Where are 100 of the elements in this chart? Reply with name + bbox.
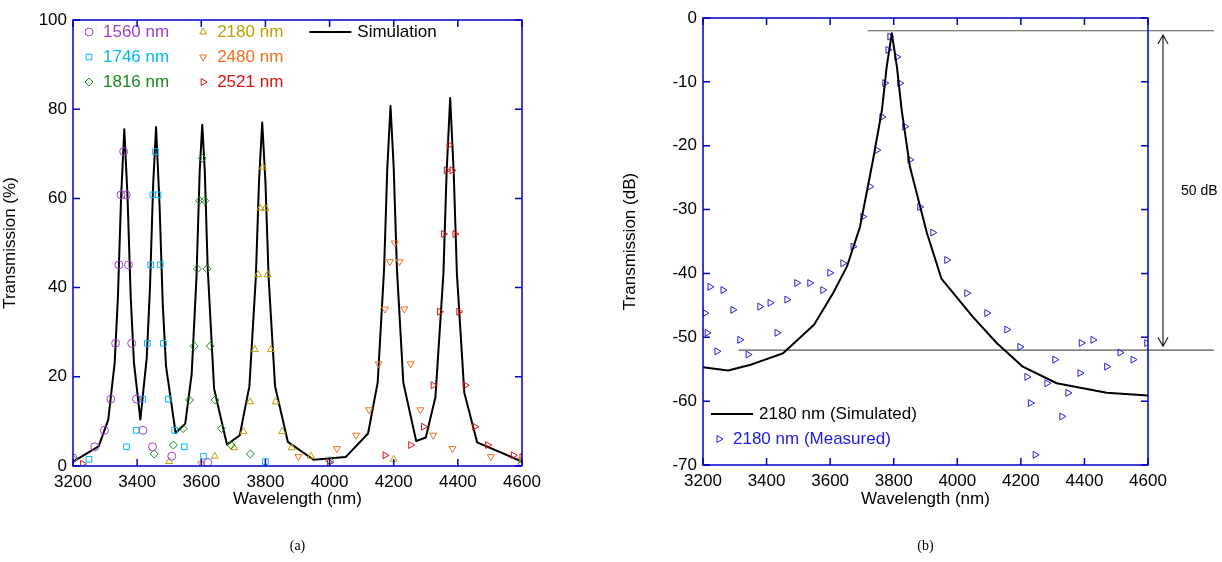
text: (b) (917, 538, 934, 554)
legend-label: 1746 nm (103, 46, 170, 66)
y-tick-label: -50 (672, 326, 697, 346)
point (154, 191, 162, 199)
x-tick-label: 4400 (1065, 470, 1104, 490)
point (205, 341, 215, 351)
point (127, 338, 137, 348)
point (737, 335, 745, 344)
point (152, 148, 159, 155)
point (200, 196, 210, 206)
point (902, 122, 910, 131)
point (278, 427, 287, 435)
point (287, 443, 296, 451)
point (200, 452, 207, 460)
legend-label: 1560 nm (103, 21, 170, 41)
point (1117, 348, 1125, 357)
point (374, 361, 383, 369)
point (784, 295, 792, 304)
point (406, 361, 415, 369)
point (171, 426, 178, 434)
point (1044, 379, 1052, 388)
point (964, 289, 972, 298)
point (1059, 412, 1067, 421)
point (246, 397, 254, 405)
point (85, 455, 93, 463)
point (850, 242, 858, 251)
x-tick-label: 3800 (874, 470, 913, 490)
point (757, 302, 765, 311)
point (462, 381, 470, 390)
point (189, 341, 199, 351)
point (332, 446, 341, 454)
legend-label: 2480 nm (217, 46, 284, 66)
y-axis-title: Transmission (dB) (619, 172, 639, 311)
point (510, 451, 518, 460)
point (416, 407, 425, 415)
y-tick-label: -10 (672, 71, 697, 91)
point (1077, 369, 1085, 378)
point (203, 457, 213, 466)
point (258, 162, 267, 170)
point (167, 451, 177, 461)
point (730, 305, 738, 314)
point (381, 306, 390, 314)
point (352, 432, 361, 440)
point (210, 395, 220, 405)
point (148, 442, 158, 452)
x-tick-label: 4400 (438, 471, 477, 491)
point (261, 203, 270, 211)
point (164, 395, 172, 403)
point (907, 155, 915, 164)
point (720, 286, 728, 294)
point (239, 427, 248, 435)
y-tick-label: -60 (672, 390, 697, 410)
point (885, 45, 893, 54)
point (1004, 325, 1012, 334)
legend-label: 2180 nm (Measured) (733, 428, 891, 448)
point (440, 230, 448, 239)
point (917, 203, 925, 211)
point (984, 309, 992, 317)
point (448, 446, 457, 454)
point (704, 328, 712, 337)
legend-label: 2180 nm (217, 21, 284, 41)
x-tick-label: 3400 (747, 470, 786, 490)
point (486, 454, 495, 462)
point (860, 212, 868, 221)
point (111, 338, 121, 348)
point (437, 307, 445, 316)
point (178, 424, 188, 434)
point (430, 381, 438, 390)
y-tick-label: 80 (48, 98, 67, 118)
point (456, 307, 464, 316)
point (123, 260, 133, 270)
x-tick-label: 4000 (310, 471, 349, 491)
point (250, 345, 259, 353)
point (271, 397, 280, 405)
legend-label: 1816 nm (103, 71, 170, 91)
point (99, 425, 109, 435)
y-tick-label: 0 (687, 7, 697, 27)
point (1027, 399, 1035, 408)
point (139, 395, 146, 403)
point (443, 166, 451, 175)
x-tick-label: 4600 (503, 471, 541, 491)
x-tick-label: 4600 (1129, 470, 1167, 490)
point (210, 451, 219, 459)
point (160, 340, 167, 347)
point (132, 394, 141, 404)
point (147, 261, 154, 269)
point (195, 196, 205, 206)
point (138, 425, 148, 435)
point (1104, 362, 1112, 371)
point (879, 113, 887, 121)
y-axis-title: Transmission (%) (0, 177, 19, 309)
point (1017, 342, 1025, 351)
x-tick-label: 3400 (118, 471, 157, 491)
point (168, 440, 178, 450)
point (266, 345, 275, 353)
point (827, 268, 835, 277)
point (263, 270, 272, 278)
point (882, 79, 890, 88)
point (707, 282, 715, 291)
y-tick-label: 60 (48, 188, 67, 208)
